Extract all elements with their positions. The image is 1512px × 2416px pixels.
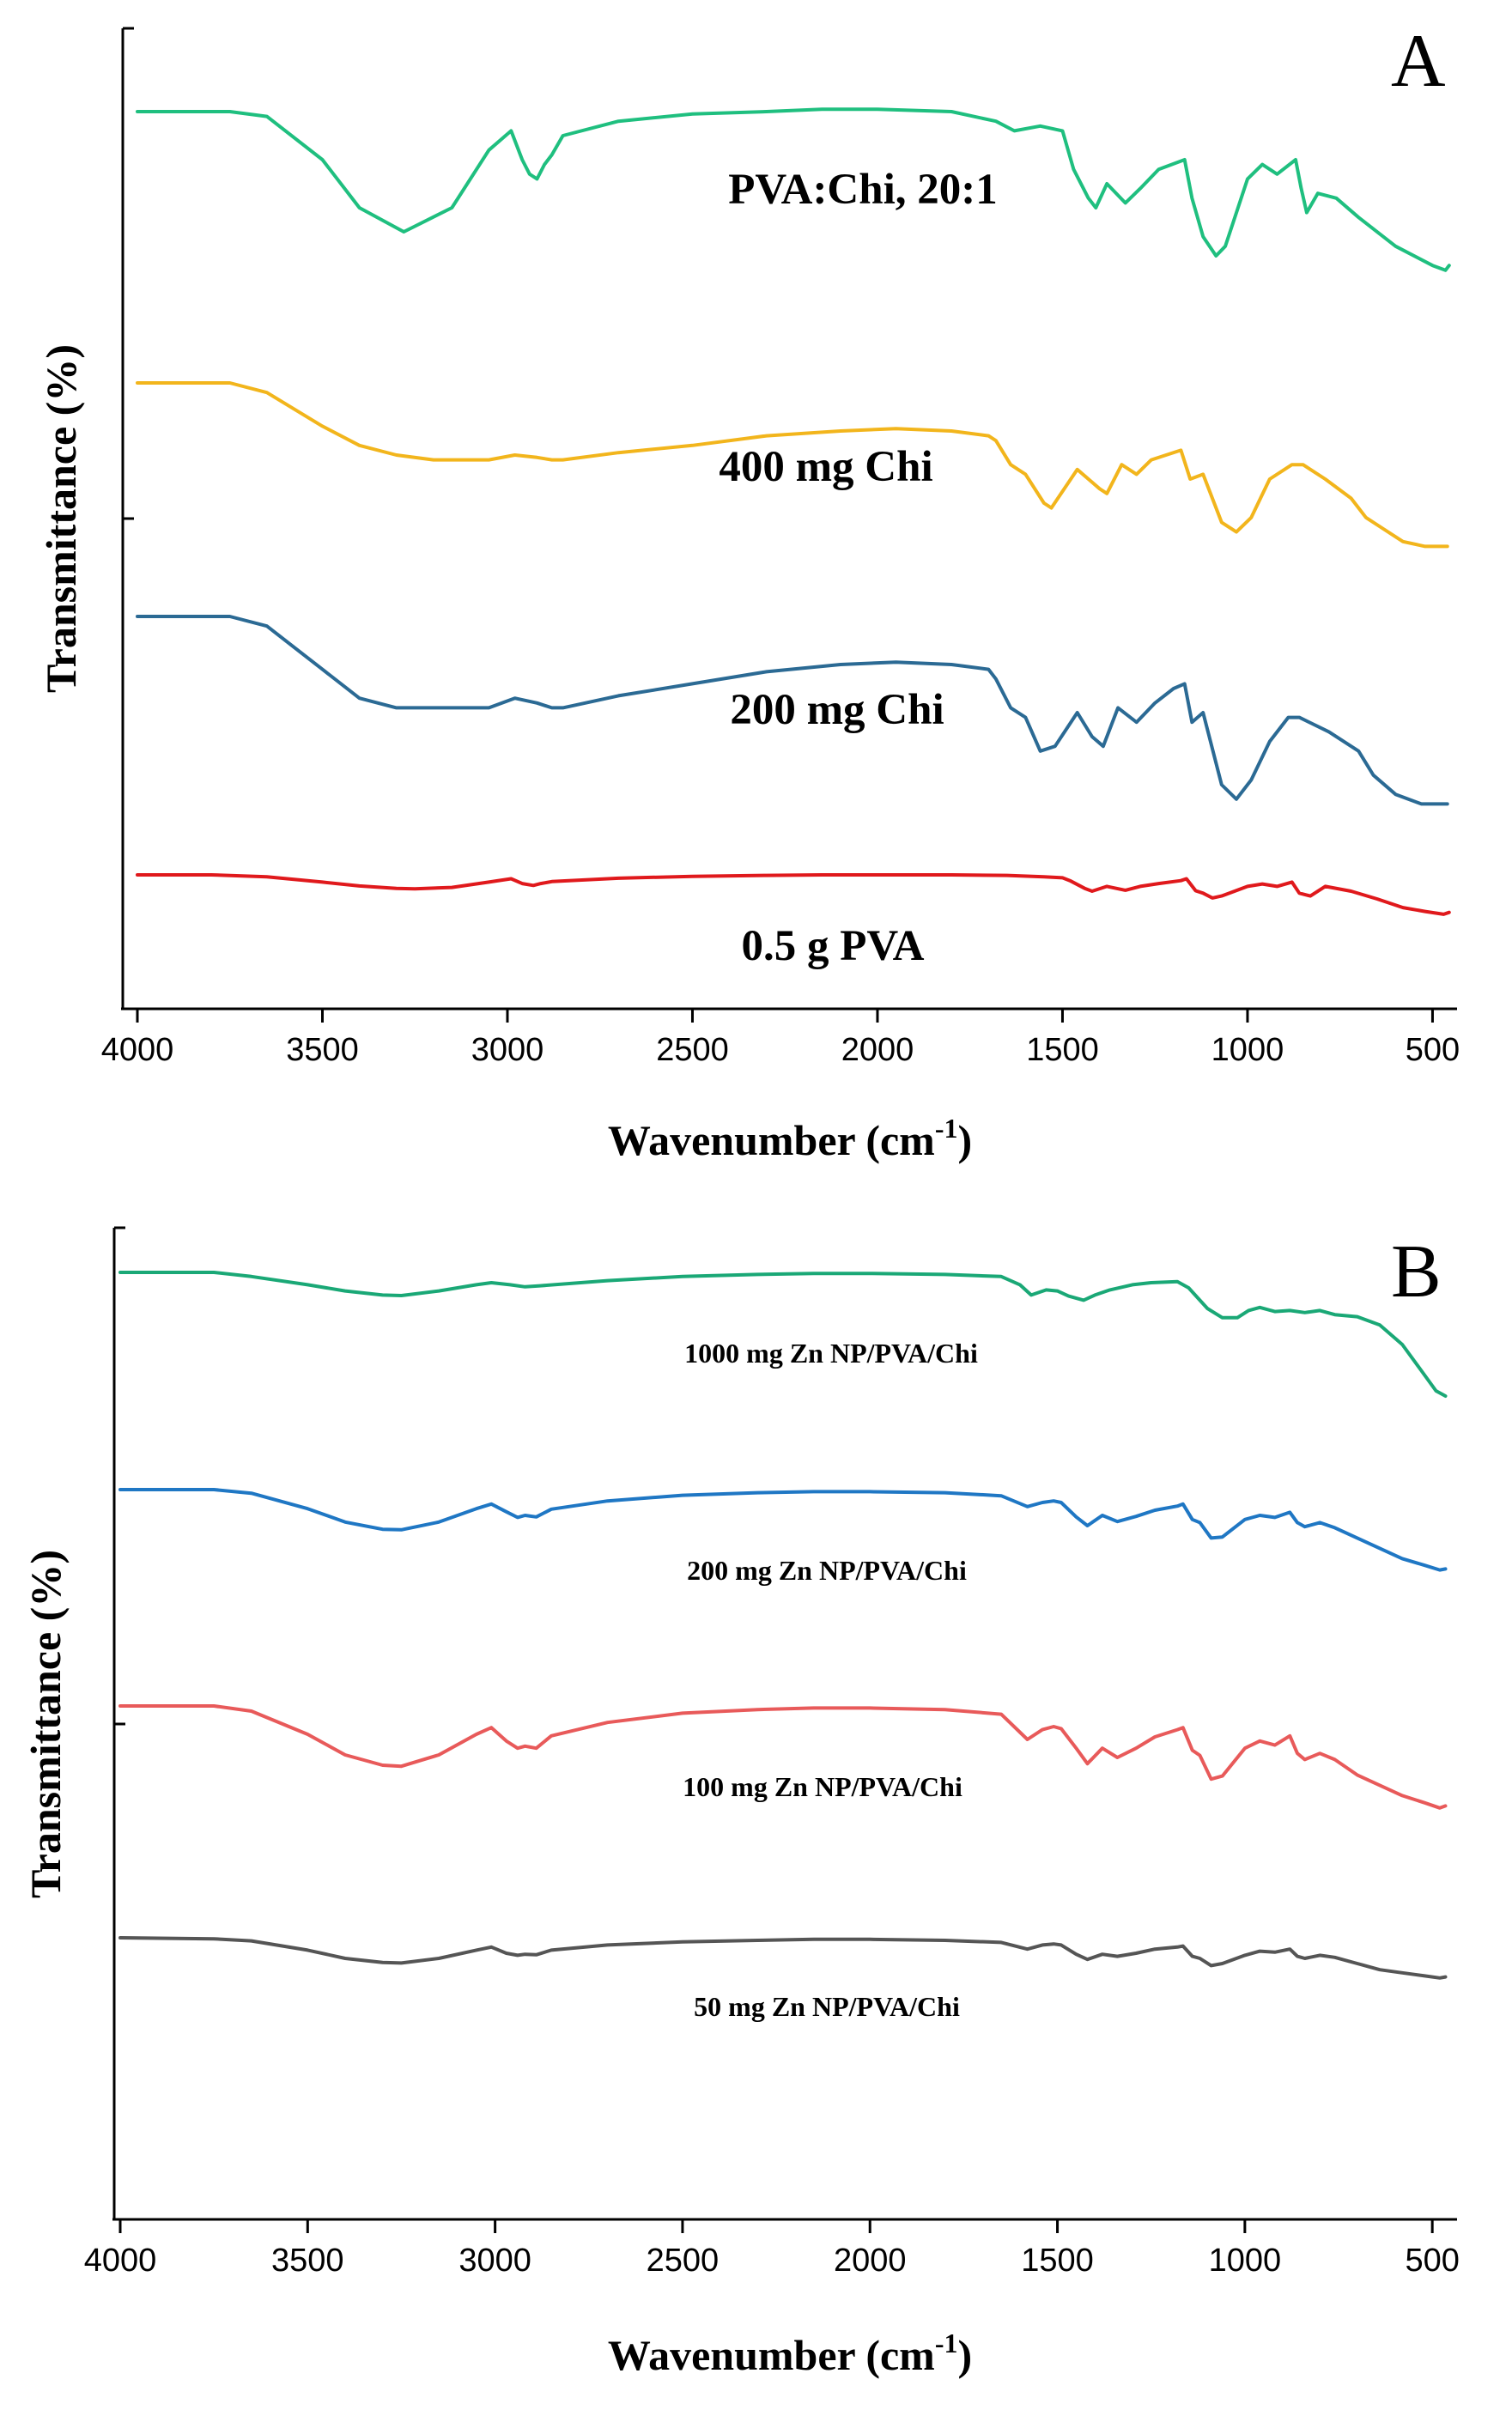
x-tick-label-2500: 2500 <box>647 2243 720 2279</box>
series-label-pva-chi-20-1: PVA:Chi, 20:1 <box>728 166 998 214</box>
x-tick-label-4000: 4000 <box>84 2243 157 2279</box>
series-line-0-5-g-pva <box>136 873 1451 916</box>
series-label-100mg-zn: 100 mg Zn NP/PVA/Chi <box>683 1771 962 1802</box>
x-tick-label-4000: 4000 <box>101 1032 174 1068</box>
series-label-200mg-chi: 200 mg Chi <box>730 686 944 734</box>
x-tick-label-1000: 1000 <box>1209 2243 1282 2279</box>
x-tick-label-3500: 3500 <box>286 1032 359 1068</box>
series-line-1000-mg-zn-np-pva-chi <box>118 1271 1448 1398</box>
panel-b-y-axis-title: Transmittance (%) <box>21 1550 70 1898</box>
x-tick-label-500: 500 <box>1405 2243 1459 2279</box>
series-line-200-mg-zn-np-pva-chi <box>118 1488 1448 1572</box>
panel-b-curves <box>118 1271 1448 1980</box>
x-tick-label-3000: 3000 <box>471 1032 544 1068</box>
panel-a-y-axis-title: Transmittance (%) <box>37 344 85 693</box>
panel-b-x-axis-title: Wavenumber (cm-1) <box>608 2328 972 2379</box>
series-line-100-mg-zn-np-pva-chi <box>118 1704 1448 1810</box>
panel-b-x-ticks: 4000 3500 3000 2500 2000 1500 1000 500 <box>84 2219 1460 2279</box>
series-line-200-mg-chi <box>136 615 1449 806</box>
series-label-50mg-zn: 50 mg Zn NP/PVA/Chi <box>694 1991 960 2022</box>
panel-b-letter: B <box>1391 1230 1442 1314</box>
series-label-0-5g-pva: 0.5 g PVA <box>742 922 925 970</box>
series-label-1000mg-zn: 1000 mg Zn NP/PVA/Chi <box>684 1338 978 1369</box>
x-tick-label-500: 500 <box>1406 1032 1460 1068</box>
x-tick-label-1000: 1000 <box>1211 1032 1284 1068</box>
panel-a-x-axis-title: Wavenumber (cm-1) <box>608 1113 972 1164</box>
x-tick-label-1500: 1500 <box>1021 2243 1094 2279</box>
series-label-400mg-chi: 400 mg Chi <box>719 443 932 491</box>
panel-b: 4000 3500 3000 2500 2000 1500 1000 500 B 1000 m… <box>21 1226 1460 2379</box>
series-label-200mg-zn: 200 mg Zn NP/PVA/Chi <box>687 1555 967 1586</box>
panel-a: 4000 3500 3000 2500 2000 1500 1000 500 A PVA:Ch… <box>37 20 1460 1164</box>
x-tick-label-2500: 2500 <box>656 1032 729 1068</box>
panel-a-curves <box>136 107 1451 916</box>
x-tick-label-3500: 3500 <box>271 2243 344 2279</box>
panel-a-x-ticks: 4000 3500 3000 2500 2000 1500 1000 500 <box>101 1009 1460 1068</box>
x-tick-label-1500: 1500 <box>1026 1032 1099 1068</box>
panel-a-letter: A <box>1391 20 1446 103</box>
series-line-50-mg-zn-np-pva-chi <box>118 1936 1448 1980</box>
series-line-pva-chi-20-1 <box>136 107 1451 272</box>
series-line-400-mg-chi <box>136 381 1449 549</box>
x-tick-label-2000: 2000 <box>834 2243 907 2279</box>
x-tick-label-2000: 2000 <box>841 1032 914 1068</box>
x-tick-label-3000: 3000 <box>458 2243 531 2279</box>
